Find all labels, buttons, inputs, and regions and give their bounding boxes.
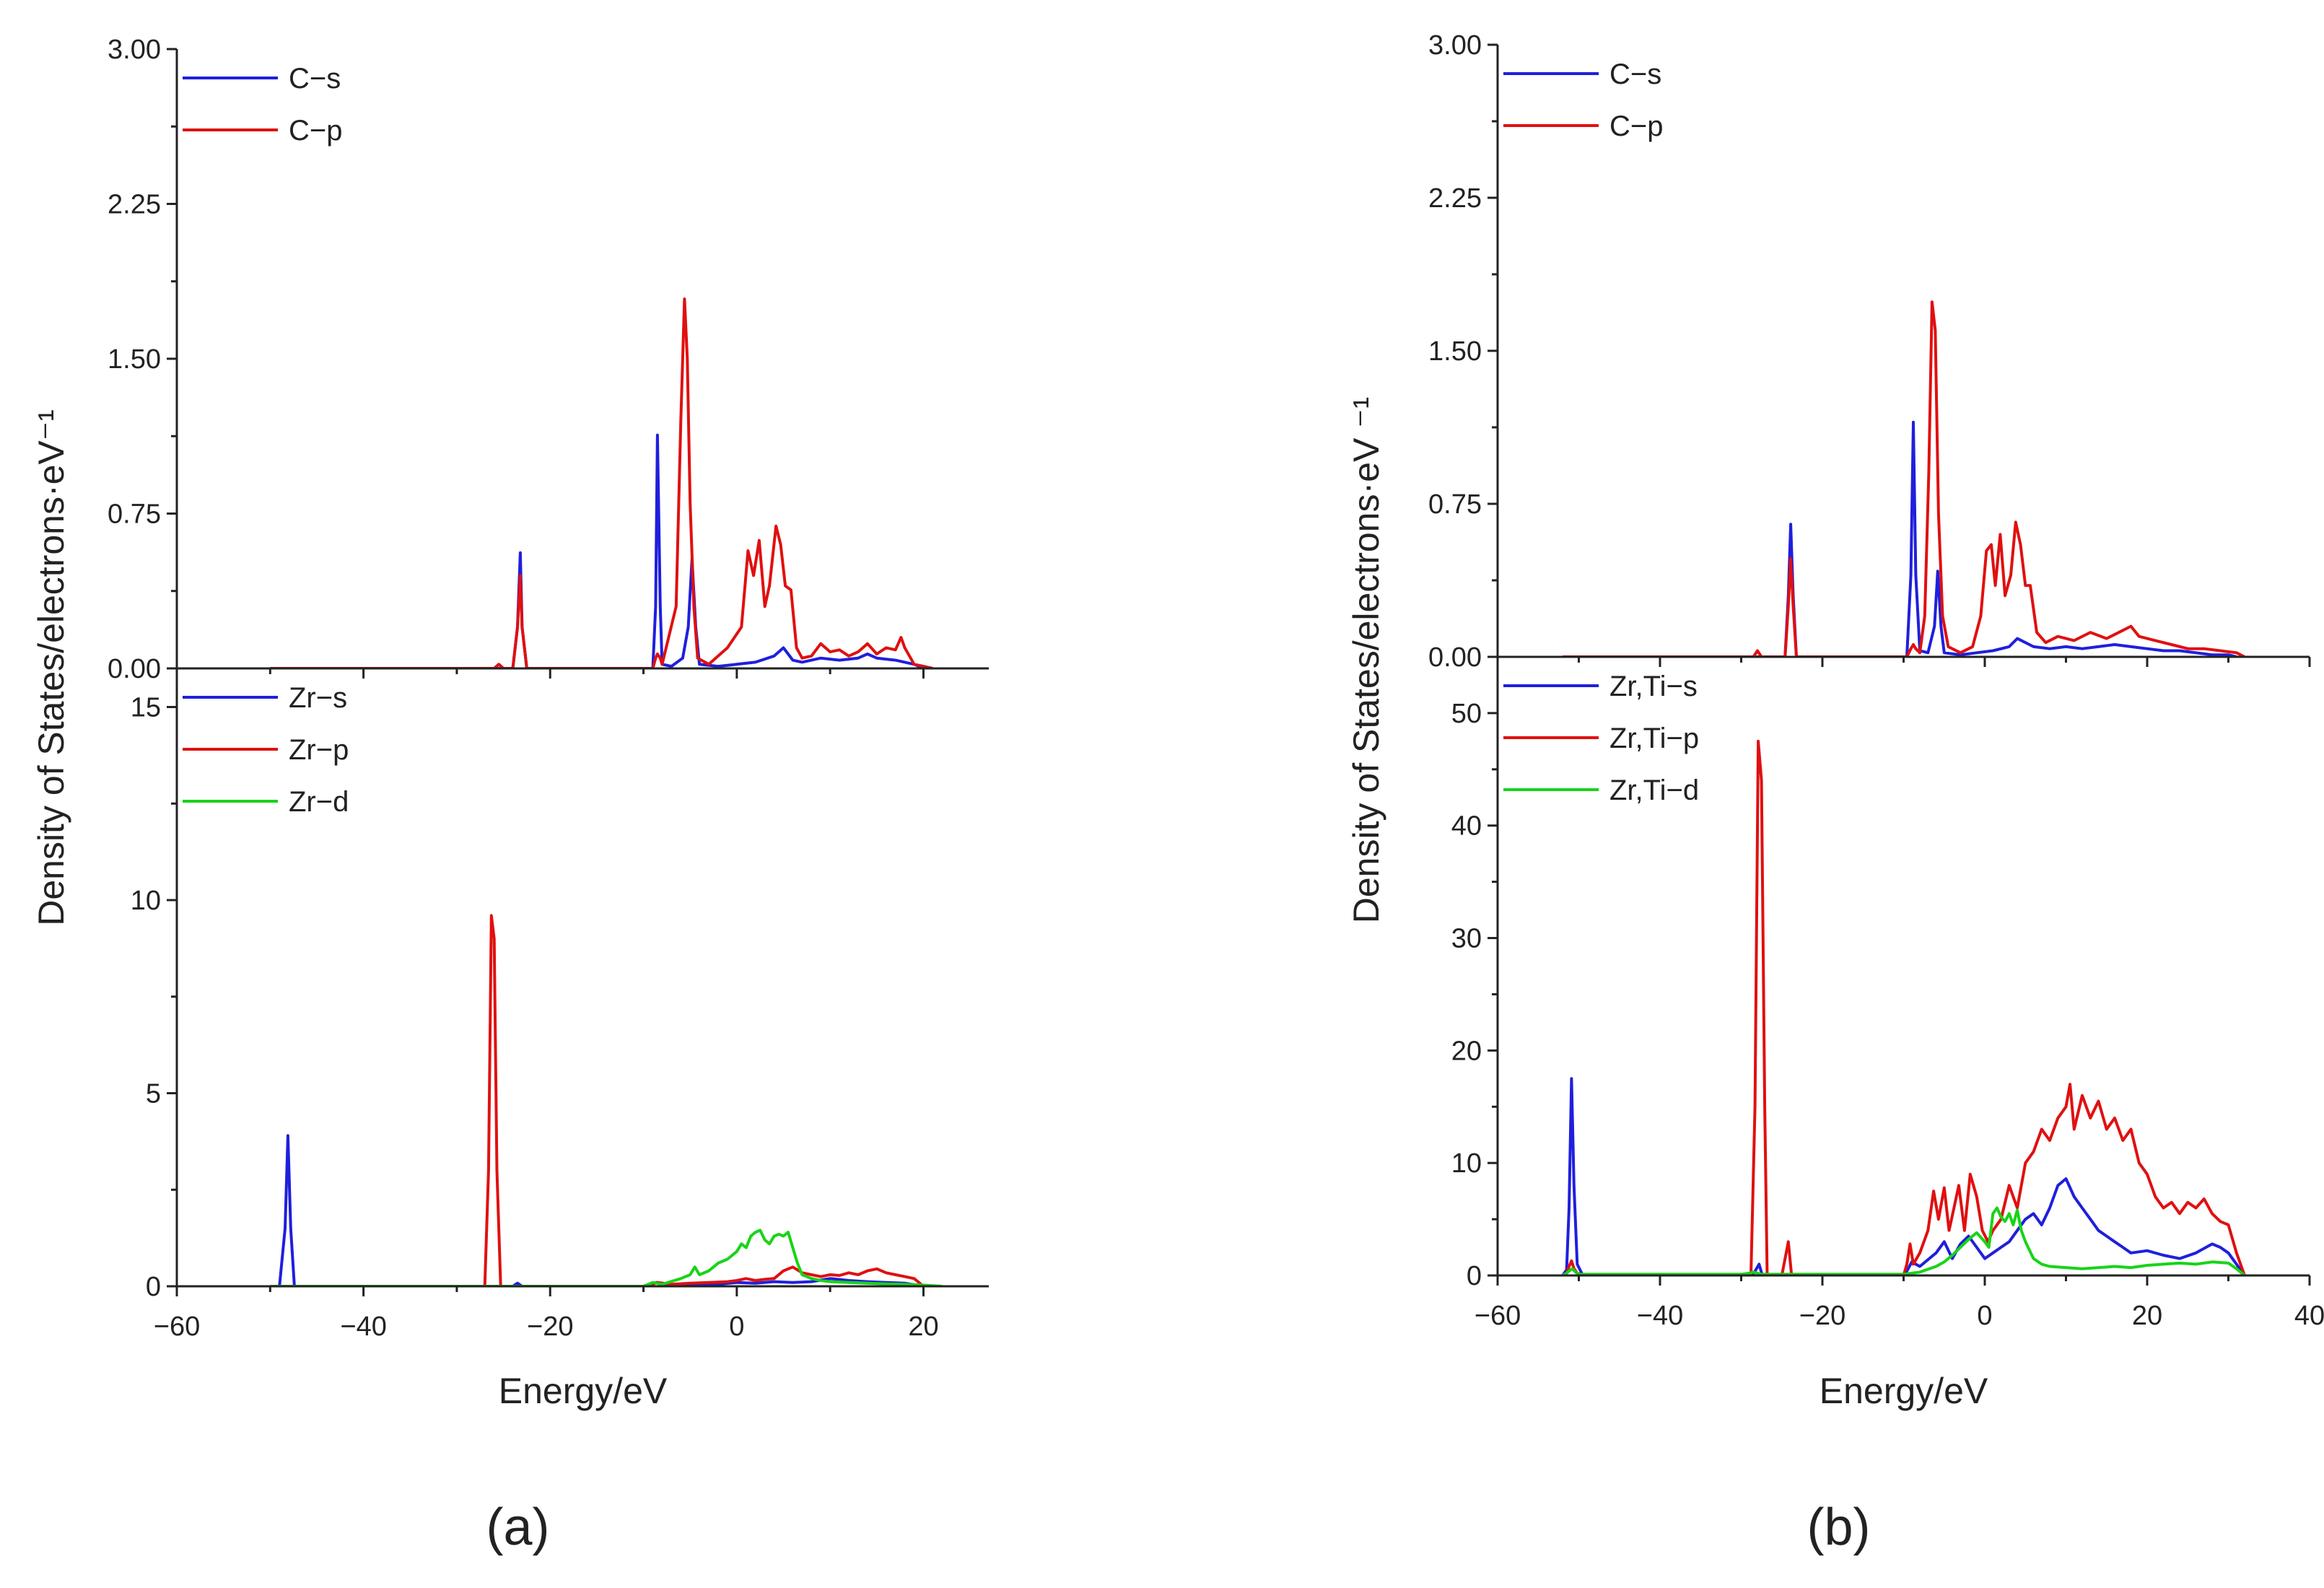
- subplot-top: 0.00 0.75 1.50 2.25 3.00 C−s C−p: [1428, 30, 2245, 673]
- series-line-c-p: [1563, 300, 2245, 657]
- y-tick-label: 0.00: [1428, 642, 1482, 673]
- y-tick-label: 2.25: [1428, 183, 1482, 214]
- legend-label: Zr−p: [289, 734, 349, 766]
- panel-a: 0.00 0.75 1.50 2.25 3.00 C−s C−p 0 5 10 15 Zr−s Zr−p…: [31, 35, 989, 1556]
- legend-label: Zr−d: [289, 786, 349, 818]
- x-tick-label: −60: [154, 1312, 200, 1342]
- series-line-zr-ti-p: [1562, 739, 2246, 1275]
- x-tick-label: 40: [2294, 1301, 2324, 1331]
- series-line-zr-p: [270, 914, 925, 1286]
- x-tick-label: −40: [340, 1312, 386, 1342]
- x-tick-label: −20: [527, 1312, 573, 1342]
- x-tick-label: −40: [1637, 1301, 1683, 1331]
- subplot-top: 0.00 0.75 1.50 2.25 3.00 C−s C−p: [108, 35, 933, 684]
- y-tick-label: 50: [1451, 699, 1482, 729]
- legend-label: Zr,Ti−d: [1609, 775, 1699, 806]
- x-tick-label: 0: [1977, 1301, 1992, 1331]
- y-axis-title: Density of States/electrons·eV⁻¹: [31, 409, 71, 926]
- x-axis-title: Energy/eV: [1820, 1371, 1988, 1411]
- y-tick-label: 0.75: [1428, 489, 1482, 520]
- y-tick-label: 3.00: [108, 35, 161, 65]
- legend-label: C−p: [1609, 110, 1664, 142]
- y-tick-label: 1.50: [1428, 336, 1482, 367]
- legend-label: C−p: [289, 115, 343, 147]
- y-tick-label: 1.50: [108, 344, 161, 375]
- panel-b: 0.00 0.75 1.50 2.25 3.00 C−s C−p 0 10 20 30 40 50 Zr,…: [1346, 30, 2324, 1556]
- y-tick-label: 0: [146, 1272, 161, 1302]
- y-tick-label: 2.25: [108, 190, 161, 220]
- series-line-c-s: [1563, 420, 2237, 657]
- x-tick-label: 0: [729, 1312, 744, 1342]
- y-tick-label: 0.00: [108, 654, 161, 684]
- legend-label: Zr−s: [289, 682, 347, 714]
- series-line-zr-d: [270, 1229, 943, 1286]
- x-tick-label: −60: [1475, 1301, 1521, 1331]
- y-tick-label: 5: [146, 1079, 161, 1109]
- series-line-c-p: [270, 297, 933, 668]
- y-tick-label: 3.00: [1428, 30, 1482, 61]
- series-line-c-s: [270, 433, 925, 668]
- y-tick-label: 0.75: [108, 499, 161, 530]
- y-tick-label: 0: [1467, 1261, 1482, 1291]
- panel-label: (a): [486, 1498, 550, 1556]
- x-axis-title: Energy/eV: [499, 1371, 668, 1411]
- y-tick-label: 40: [1451, 811, 1482, 842]
- legend-label: Zr,Ti−s: [1609, 671, 1698, 702]
- subplot-bottom: 0 10 20 30 40 50 Zr,Ti−s Zr,Ti−p Zr,Ti−d: [1451, 657, 2246, 1291]
- y-tick-label: 20: [1451, 1036, 1482, 1066]
- y-axis-title: Density of States/electrons·eV ⁻¹: [1346, 397, 1386, 923]
- legend-label: Zr,Ti−p: [1609, 723, 1699, 754]
- series-line-zr-ti-s: [1561, 1077, 2246, 1275]
- panel-label: (b): [1807, 1498, 1871, 1556]
- legend-label: C−s: [289, 63, 341, 95]
- y-tick-label: 15: [131, 693, 161, 723]
- x-tick-label: −20: [1799, 1301, 1845, 1331]
- subplot-bottom: 0 5 10 15 Zr−s Zr−p Zr−d: [131, 668, 943, 1302]
- series-line-zr-ti-d: [1562, 1206, 2246, 1275]
- y-tick-label: 30: [1451, 924, 1482, 954]
- x-tick-label: 20: [908, 1312, 938, 1342]
- series-line-zr-s: [270, 1134, 924, 1286]
- y-tick-label: 10: [1451, 1148, 1482, 1179]
- legend-label: C−s: [1609, 58, 1661, 90]
- y-tick-label: 10: [131, 886, 161, 916]
- x-tick-label: 20: [2132, 1301, 2162, 1331]
